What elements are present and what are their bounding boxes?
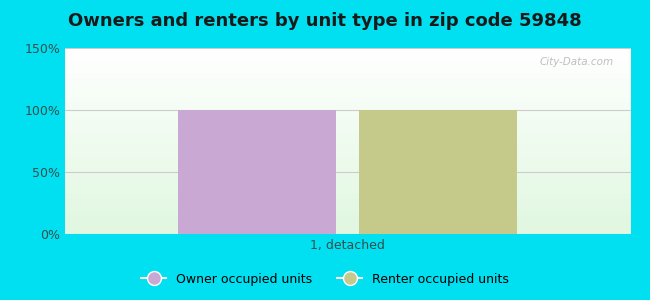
Text: Owners and renters by unit type in zip code 59848: Owners and renters by unit type in zip c… <box>68 12 582 30</box>
Bar <box>359 110 517 234</box>
Text: City-Data.com: City-Data.com <box>540 57 614 67</box>
Legend: Owner occupied units, Renter occupied units: Owner occupied units, Renter occupied un… <box>136 268 514 291</box>
Bar <box>178 110 337 234</box>
